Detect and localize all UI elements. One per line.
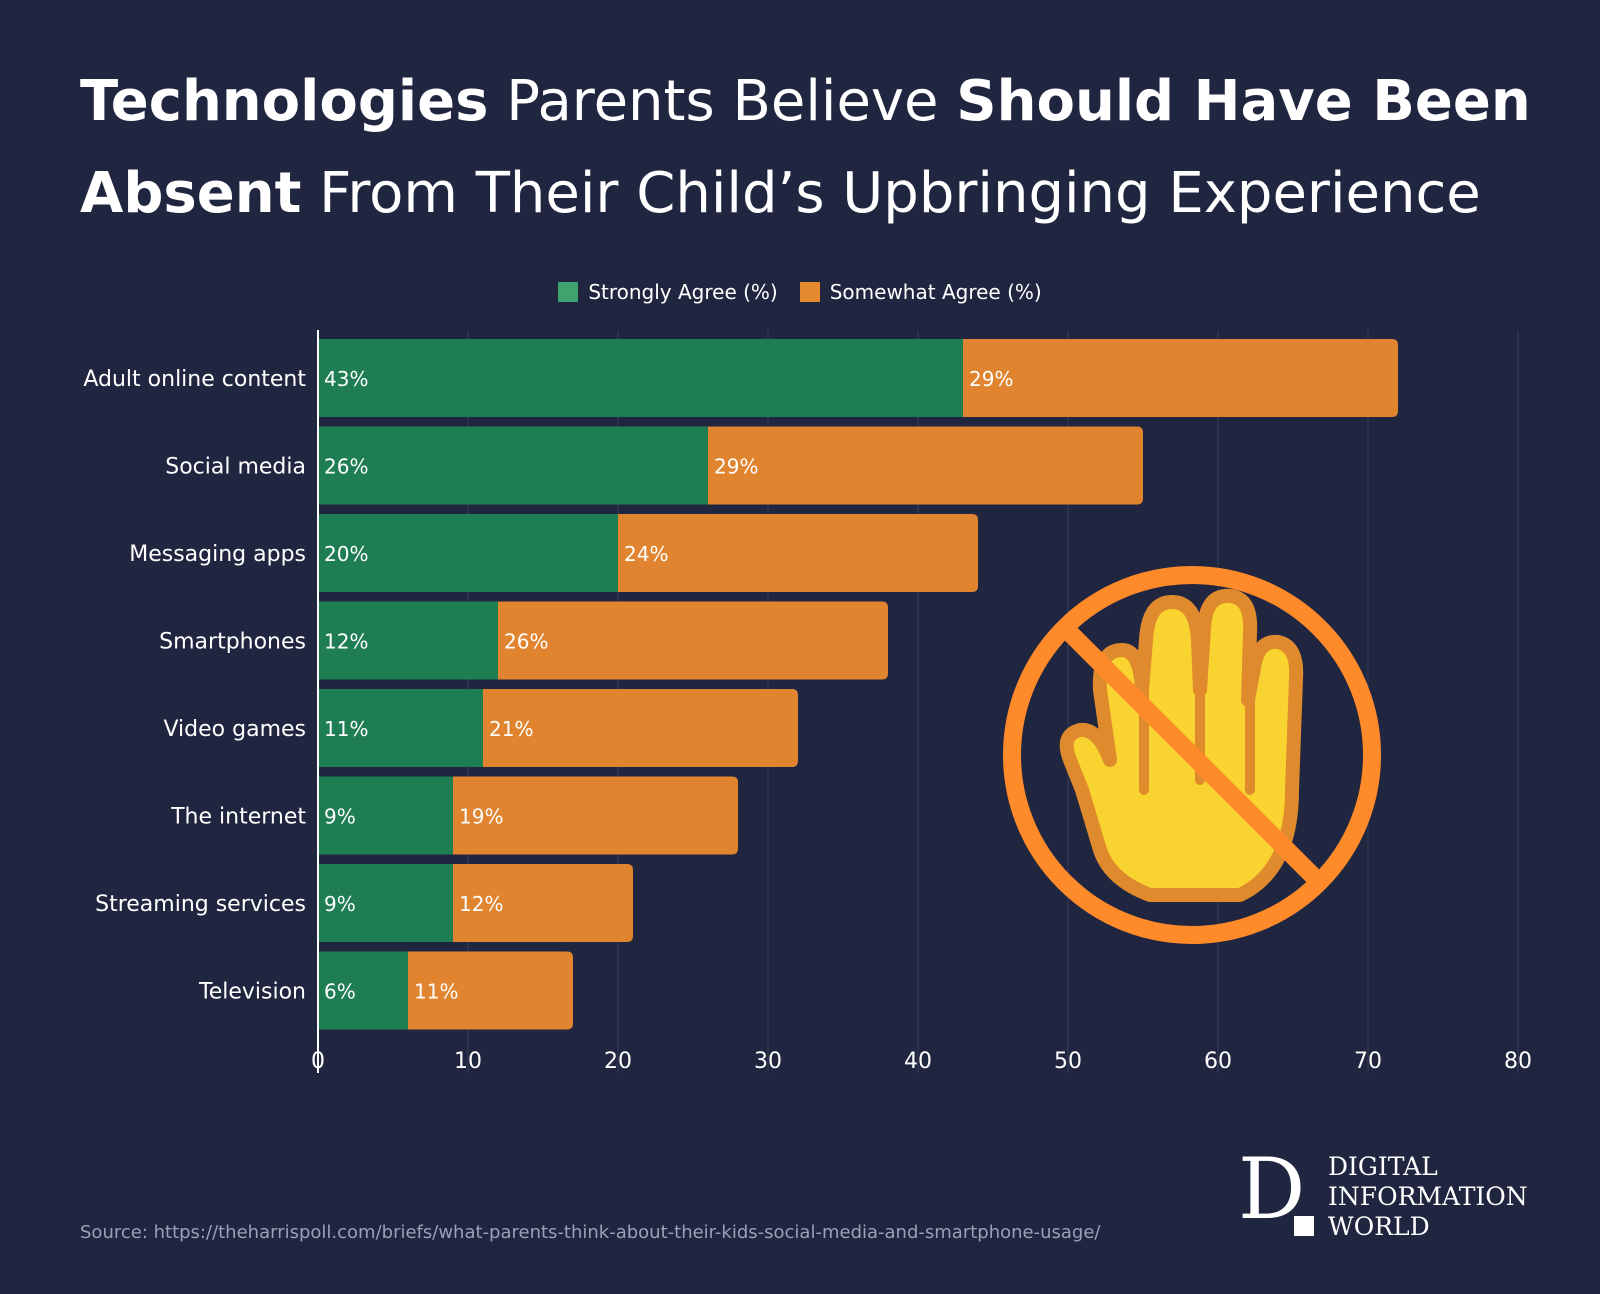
legend-swatch-somewhat-agree [799, 282, 820, 302]
bar-segment [318, 426, 708, 505]
bar-segment [483, 689, 798, 767]
x-tick-label: 40 [904, 1049, 932, 1074]
legend-swatch-strongly-agree [558, 282, 579, 302]
bar-segment [498, 601, 888, 680]
logo-line-2: INFORMATION [1328, 1182, 1528, 1211]
category-label: Social media [165, 455, 306, 480]
data-label: 21% [489, 717, 533, 741]
bar-segment [318, 689, 483, 767]
category-label: Adult online content [83, 367, 306, 392]
bar-segment [318, 776, 453, 855]
data-label: 6% [324, 980, 356, 1004]
data-label: 20% [324, 542, 368, 566]
bar-segment [318, 601, 498, 680]
bar-segment [408, 951, 573, 1030]
data-label: 29% [714, 455, 758, 479]
chart-title: Technologies Parents Believe Should Have… [80, 56, 1540, 240]
data-label: 24% [624, 542, 668, 566]
data-label: 26% [324, 455, 368, 479]
data-label: 9% [324, 892, 356, 916]
data-label: 12% [324, 630, 368, 654]
brand-logo: D DIGITAL INFORMATION WORLD [1238, 1144, 1538, 1250]
x-tick-label: 60 [1204, 1049, 1232, 1074]
data-label: 12% [459, 892, 503, 916]
bar-chart: 01020304050607080Adult online content43%… [83, 330, 1532, 1074]
bar-segment [453, 776, 738, 855]
category-label: Messaging apps [129, 542, 306, 567]
bar-segment [708, 426, 1143, 505]
bar-segment [453, 864, 633, 942]
x-tick-label: 50 [1054, 1049, 1082, 1074]
data-label: 26% [504, 630, 548, 654]
logo-dot [1294, 1216, 1314, 1236]
title-part-4: From Their Child’s Upbringing Experience [301, 161, 1481, 226]
logo-words: DIGITAL INFORMATION WORLD [1328, 1152, 1528, 1242]
bar-segment [318, 951, 408, 1030]
x-tick-label: 10 [454, 1049, 482, 1074]
logo-line-3: WORLD [1328, 1212, 1430, 1241]
title-bold-2: Should Have Been Absent [80, 69, 1531, 226]
data-label: 11% [414, 980, 458, 1004]
bar-segment [318, 864, 453, 942]
category-label: The internet [170, 805, 306, 830]
legend: Strongly Agree (%) Somewhat Agree (%) [0, 280, 1600, 304]
title-part-2: Parents Believe [488, 69, 957, 134]
no-hand-stop-icon [1003, 566, 1381, 944]
data-label: 11% [324, 717, 368, 741]
category-label: Video games [163, 717, 306, 742]
bar-segment [318, 514, 618, 592]
x-tick-label: 30 [754, 1049, 782, 1074]
data-label: 9% [324, 805, 356, 829]
category-label: Smartphones [159, 630, 306, 655]
legend-item-somewhat-agree: Somewhat Agree (%) [799, 280, 1042, 304]
bar-segment [618, 514, 978, 592]
bar-segment [963, 339, 1398, 417]
data-label: 43% [324, 367, 368, 391]
source-text: Source: https://theharrispoll.com/briefs… [80, 1222, 1101, 1243]
x-tick-label: 80 [1504, 1049, 1532, 1074]
logo-line-1: DIGITAL [1328, 1152, 1438, 1181]
x-tick-label: 20 [604, 1049, 632, 1074]
bar-segment [318, 339, 963, 417]
title-bold-1: Technologies [80, 69, 489, 134]
legend-label-somewhat-agree: Somewhat Agree (%) [829, 280, 1042, 304]
category-label: Television [198, 980, 306, 1005]
data-label: 29% [969, 367, 1013, 391]
data-label: 19% [459, 805, 503, 829]
x-tick-label: 70 [1354, 1049, 1382, 1074]
legend-label-strongly-agree: Strongly Agree (%) [588, 280, 778, 304]
legend-item-strongly-agree: Strongly Agree (%) [558, 280, 778, 304]
category-label: Streaming services [95, 892, 306, 917]
